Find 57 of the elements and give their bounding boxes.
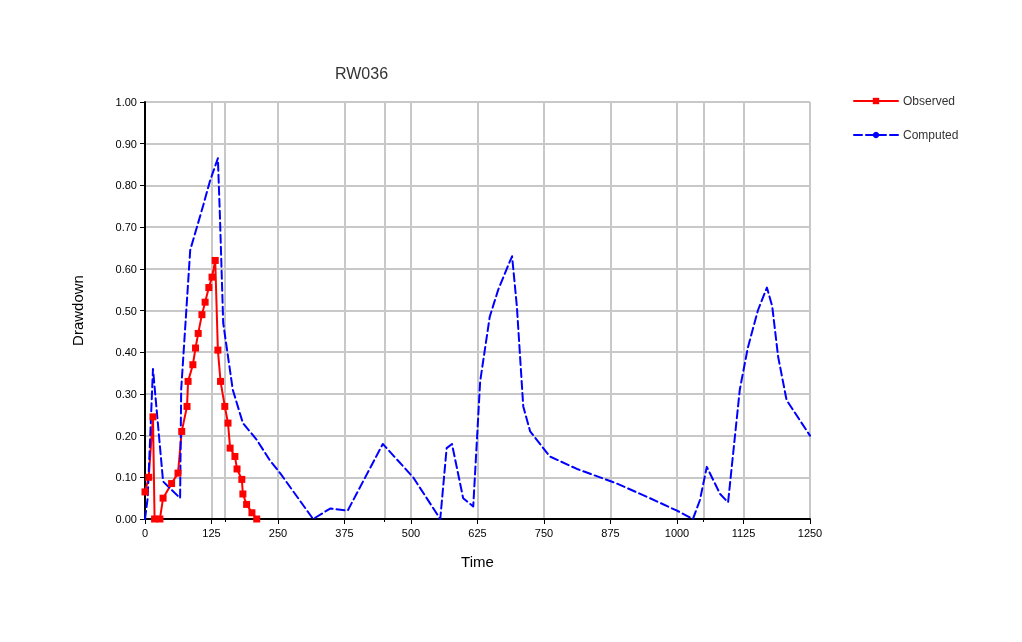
point xyxy=(201,298,209,306)
point xyxy=(168,480,176,488)
point xyxy=(239,490,247,498)
point xyxy=(238,475,246,483)
y-tick-label: 0.90 xyxy=(115,137,137,150)
point xyxy=(145,473,153,481)
x-tick-label: 625 xyxy=(468,526,487,539)
point xyxy=(224,419,232,427)
point xyxy=(192,344,200,352)
y-tick-label: 0.40 xyxy=(115,346,137,359)
x-tick-label: 1000 xyxy=(664,526,690,539)
point xyxy=(174,469,182,477)
y-tick-label: 0.10 xyxy=(115,471,137,484)
x-tick-label: 250 xyxy=(268,526,288,539)
point xyxy=(243,500,251,508)
x-tick-label: 375 xyxy=(335,526,354,539)
y-tick-label: 1.00 xyxy=(115,96,137,108)
point xyxy=(231,452,239,460)
x-tick-label: 500 xyxy=(401,526,421,539)
y-tick-label: 0.20 xyxy=(115,429,137,442)
x-tick-label: 1125 xyxy=(731,526,756,539)
y-tick-label: 0.70 xyxy=(115,221,137,234)
x-tick-label: 750 xyxy=(534,526,554,539)
x-tick-label: 875 xyxy=(601,526,620,539)
y-tick-label: 0.00 xyxy=(115,513,137,525)
point xyxy=(208,273,216,281)
x-tick-label: 1250 xyxy=(797,526,823,539)
legend-label: Computed xyxy=(903,128,959,142)
point xyxy=(178,427,186,435)
point xyxy=(217,377,225,385)
y-tick-label: 0.30 xyxy=(115,387,137,400)
point xyxy=(141,488,149,496)
y-tick-label: 0.60 xyxy=(115,262,137,275)
point xyxy=(205,284,213,292)
point xyxy=(183,402,191,410)
y-axis-title: Drawdown xyxy=(69,275,86,346)
x-tick-label: 0 xyxy=(141,526,149,539)
point xyxy=(194,329,202,337)
point xyxy=(149,413,157,421)
y-tick-label: 0.50 xyxy=(115,304,137,317)
y-tick-label: 0.80 xyxy=(115,179,137,192)
point xyxy=(156,515,164,523)
legend-label: Observed xyxy=(903,94,956,108)
x-axis-title: Time xyxy=(461,553,494,570)
chart-title: RW036 xyxy=(335,64,389,82)
point xyxy=(211,256,219,264)
point xyxy=(248,509,256,517)
point xyxy=(189,361,197,369)
point xyxy=(253,515,261,523)
point xyxy=(214,346,222,354)
point xyxy=(233,465,241,473)
x-tick-label: 125 xyxy=(202,526,221,539)
point xyxy=(221,402,229,410)
point xyxy=(226,444,234,452)
point xyxy=(184,377,192,385)
point xyxy=(198,311,206,319)
point xyxy=(159,494,167,502)
